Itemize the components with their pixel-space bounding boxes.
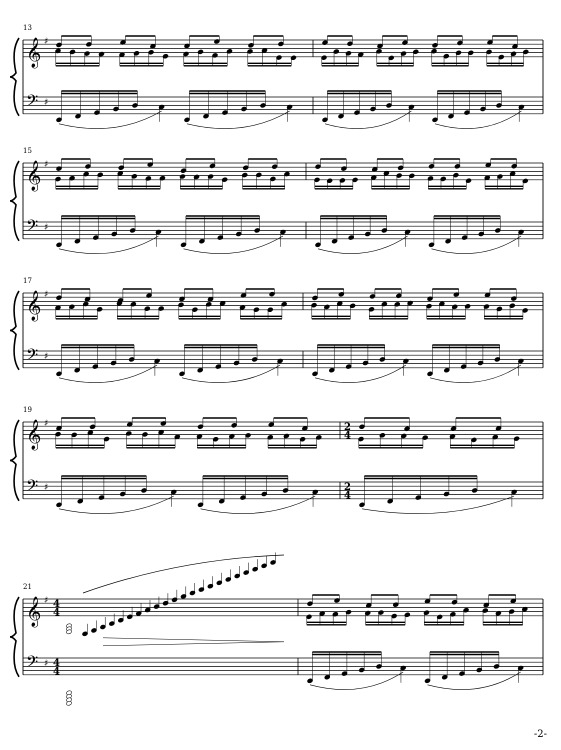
time-signature-top: 4 — [53, 599, 60, 610]
arpeggio-run — [66, 552, 285, 647]
time-signature-bottom: 4 — [344, 431, 351, 442]
bass-low-chord — [66, 690, 72, 706]
treble-clef-icon: 𝄞 — [26, 419, 41, 451]
bass-voice — [56, 475, 319, 514]
slur — [361, 495, 515, 514]
slur — [186, 110, 290, 129]
bass-staff — [23, 96, 543, 115]
slur — [431, 235, 522, 254]
time-signature-top: 2 — [344, 422, 351, 433]
time-signature-top: 2 — [344, 482, 351, 493]
treble-voice — [306, 594, 528, 626]
slur — [427, 671, 521, 690]
note-head — [66, 629, 72, 635]
slur — [82, 554, 285, 594]
treble-staff — [23, 598, 543, 617]
treble-clef-icon: 𝄞 — [26, 160, 41, 192]
bass-staff — [23, 657, 543, 676]
bass-voice — [312, 344, 524, 383]
bass-staff — [23, 221, 543, 240]
slur — [434, 110, 522, 129]
treble-clef-icon: 𝄞 — [26, 596, 41, 628]
slur — [314, 364, 407, 383]
time-signature-bottom: 4 — [53, 608, 60, 619]
measure-number: 13 — [23, 24, 32, 32]
system-3: 17 𝄞 𝄢 ♯ ♯ — [9, 277, 544, 383]
treble-voice — [311, 288, 528, 320]
bass-voice — [307, 651, 524, 690]
crescendo-hairpin — [102, 637, 285, 647]
bass-voice — [56, 344, 283, 383]
treble-voice — [358, 417, 520, 449]
bass-voice — [315, 215, 524, 254]
treble-voice — [314, 158, 529, 190]
grand-staff-brace — [9, 419, 20, 502]
slur — [58, 364, 158, 383]
key-signature-sharp-icon: ♯ — [44, 223, 48, 233]
treble-voice — [321, 35, 529, 67]
page-number: -2- — [533, 729, 547, 740]
slur — [183, 235, 284, 254]
bass-clef-icon: 𝄢 — [26, 217, 38, 239]
measure-number: 19 — [23, 406, 32, 414]
key-signature-sharp-icon: ♯ — [44, 596, 48, 606]
treble-clef-icon: 𝄞 — [26, 37, 41, 69]
bass-clef-icon: 𝄢 — [26, 346, 38, 368]
treble-staff — [23, 162, 543, 181]
key-signature-sharp-icon: ♯ — [44, 659, 48, 669]
key-signature-sharp-icon: ♯ — [44, 160, 48, 170]
key-signature-sharp-icon: ♯ — [44, 98, 48, 108]
time-signature-top: 4 — [53, 658, 60, 669]
time-signature-bottom: 4 — [53, 667, 60, 678]
treble-voice — [55, 35, 297, 67]
grand-staff-brace — [9, 290, 20, 371]
grand-staff-brace — [9, 37, 20, 117]
measure-number: 15 — [23, 147, 32, 155]
grand-staff-brace — [9, 160, 20, 242]
treble-clef-icon: 𝄞 — [26, 290, 41, 322]
bass-clef-icon: 𝄢 — [26, 653, 38, 675]
slur — [317, 235, 408, 254]
bass-voice — [322, 90, 525, 129]
bass-voice — [359, 475, 517, 514]
bass-clef-icon: 𝄢 — [26, 477, 38, 499]
slur — [429, 364, 522, 383]
slur — [324, 110, 412, 129]
slur — [309, 671, 404, 690]
key-signature-sharp-icon: ♯ — [44, 290, 48, 300]
measure-number: 17 — [23, 277, 32, 285]
treble-voice — [55, 288, 287, 320]
key-signature-sharp-icon: ♯ — [44, 483, 48, 493]
slur — [181, 364, 281, 383]
slur — [58, 235, 159, 254]
bass-clef-icon: 𝄢 — [26, 92, 38, 114]
key-signature-sharp-icon: ♯ — [44, 37, 48, 47]
treble-voice — [55, 158, 290, 190]
measure-number: 21 — [23, 583, 32, 591]
slur — [58, 495, 174, 514]
key-signature-sharp-icon: ♯ — [44, 352, 48, 362]
key-signature-sharp-icon: ♯ — [44, 419, 48, 429]
treble-staff — [23, 421, 543, 440]
bass-voice — [56, 215, 286, 254]
slur — [200, 495, 316, 514]
bass-staff — [23, 350, 543, 369]
grand-staff-brace — [9, 596, 20, 678]
treble-voice — [55, 417, 322, 449]
system-2: 15 𝄞 𝄢 ♯ ♯ — [9, 147, 544, 254]
bass-voice — [56, 90, 293, 129]
note-head — [66, 701, 72, 706]
time-signature-bottom: 4 — [344, 491, 351, 502]
system-1: 13 𝄞 𝄢 ♯ ♯ — [9, 24, 544, 129]
slur — [58, 110, 162, 129]
